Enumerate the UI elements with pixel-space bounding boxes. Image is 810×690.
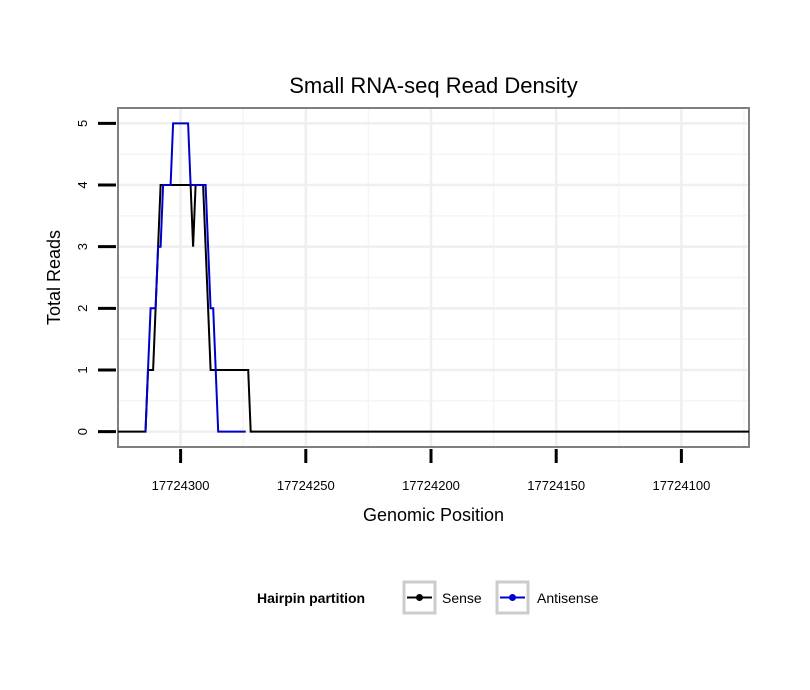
- legend-title: Hairpin partition: [257, 590, 365, 606]
- y-tick-label: 5: [75, 120, 90, 127]
- y-tick-label: 2: [75, 305, 90, 312]
- legend-label-antisense: Antisense: [537, 590, 599, 606]
- x-tick-label: 17724300: [152, 478, 210, 493]
- legend: Hairpin partition Sense Antisense: [257, 580, 599, 615]
- y-axis-title: Total Reads: [44, 230, 64, 325]
- y-tick-label: 1: [75, 366, 90, 373]
- x-tick-label: 17724250: [277, 478, 335, 493]
- y-tick-label: 3: [75, 243, 90, 250]
- legend-key-point: [416, 594, 423, 601]
- series-line-antisense: [144, 122, 246, 433]
- legend-label-sense: Sense: [442, 590, 482, 606]
- x-axis-title: Genomic Position: [363, 505, 504, 525]
- grid: [118, 108, 749, 447]
- chart-title: Small RNA-seq Read Density: [289, 73, 578, 98]
- series-layer: [118, 122, 749, 433]
- plot-frame: [117, 107, 750, 448]
- y-tick-label: 4: [75, 181, 90, 188]
- x-tick-label: 17724200: [402, 478, 460, 493]
- x-tick-label: 17724150: [527, 478, 585, 493]
- axes: 17724300 17724250 17724200 17724150 17724100…: [75, 120, 710, 493]
- y-tick-label: 0: [75, 428, 90, 435]
- x-tick-label: 17724100: [652, 478, 710, 493]
- legend-key-point: [509, 594, 516, 601]
